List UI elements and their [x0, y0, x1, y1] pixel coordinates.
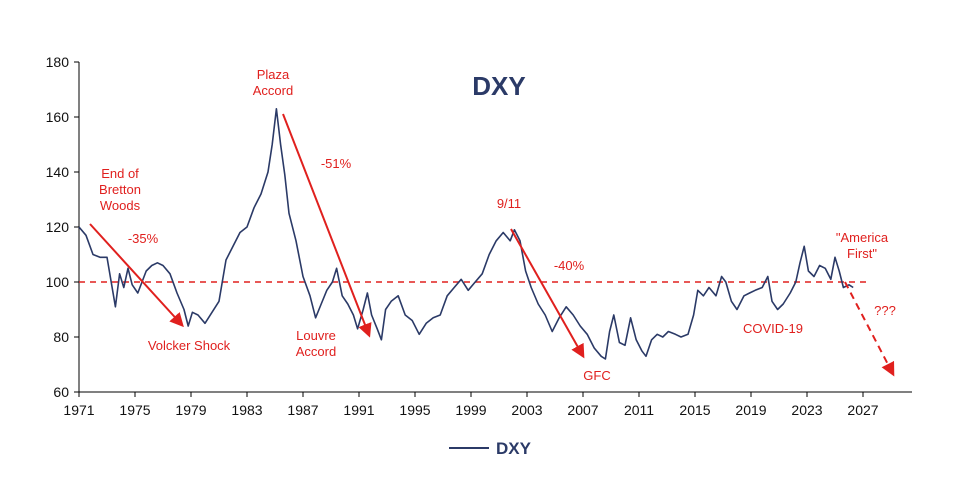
annotation-covid-19: COVID-19 — [743, 321, 803, 336]
legend-label: DXY — [496, 439, 532, 458]
x-tick-label: 2023 — [791, 402, 822, 418]
arrow-plaza-decline — [282, 113, 372, 338]
annotation-minus-35: -35% — [128, 231, 159, 246]
annotation-minus-40: -40% — [554, 258, 585, 273]
x-tick-label: 2015 — [679, 402, 710, 418]
annotation-america-first-line: "America — [836, 230, 889, 245]
annotation-louvre-accord-line: Louvre — [296, 328, 336, 343]
dxy-series-line — [78, 108, 854, 360]
chart-title: DXY — [472, 71, 525, 101]
x-tick-label: 1975 — [119, 402, 150, 418]
annotation-plaza-accord-line: Plaza — [257, 67, 290, 82]
annotation-end-of-bretton-woods-line: Woods — [100, 198, 141, 213]
x-tick-label: 1971 — [63, 402, 94, 418]
x-tick-label: 2027 — [847, 402, 878, 418]
x-tick-label: 1983 — [231, 402, 262, 418]
y-tick-label: 80 — [53, 329, 69, 345]
annotation-end-of-bretton-woods-line: End of — [101, 166, 139, 181]
x-tick-label: 1979 — [175, 402, 206, 418]
annotation-minus-51: -51% — [321, 156, 352, 171]
x-tick-label: 2019 — [735, 402, 766, 418]
arrow-bretton-woods-decline — [89, 223, 184, 328]
y-tick-label: 60 — [53, 384, 69, 400]
x-tick-label: 1991 — [343, 402, 374, 418]
x-tick-label: 2007 — [567, 402, 598, 418]
annotation-end-of-bretton-woods-line: Bretton — [99, 182, 141, 197]
annotation-plaza-accord-line: Accord — [253, 83, 293, 98]
y-tick-label: 160 — [46, 109, 70, 125]
x-tick-label: 2011 — [624, 402, 654, 418]
x-tick-label: 1987 — [287, 402, 318, 418]
y-tick-label: 140 — [46, 164, 70, 180]
y-tick-label: 100 — [46, 274, 70, 290]
annotation-america-first-line: First" — [847, 246, 877, 261]
y-tick-label: 120 — [46, 219, 70, 235]
annotation-gfc: GFC — [583, 368, 610, 383]
x-tick-label: 2003 — [511, 402, 542, 418]
x-tick-label: 1999 — [455, 402, 486, 418]
annotation-911: 9/11 — [497, 196, 521, 211]
annotation-louvre-accord-line: Accord — [296, 344, 336, 359]
x-tick-label: 1995 — [399, 402, 430, 418]
annotation-volcker-shock: Volcker Shock — [148, 338, 231, 353]
annotation-question-marks: ??? — [874, 303, 896, 318]
y-tick-label: 180 — [46, 54, 70, 70]
arrow-911-decline — [510, 228, 585, 359]
arrow-future-decline — [844, 281, 895, 377]
